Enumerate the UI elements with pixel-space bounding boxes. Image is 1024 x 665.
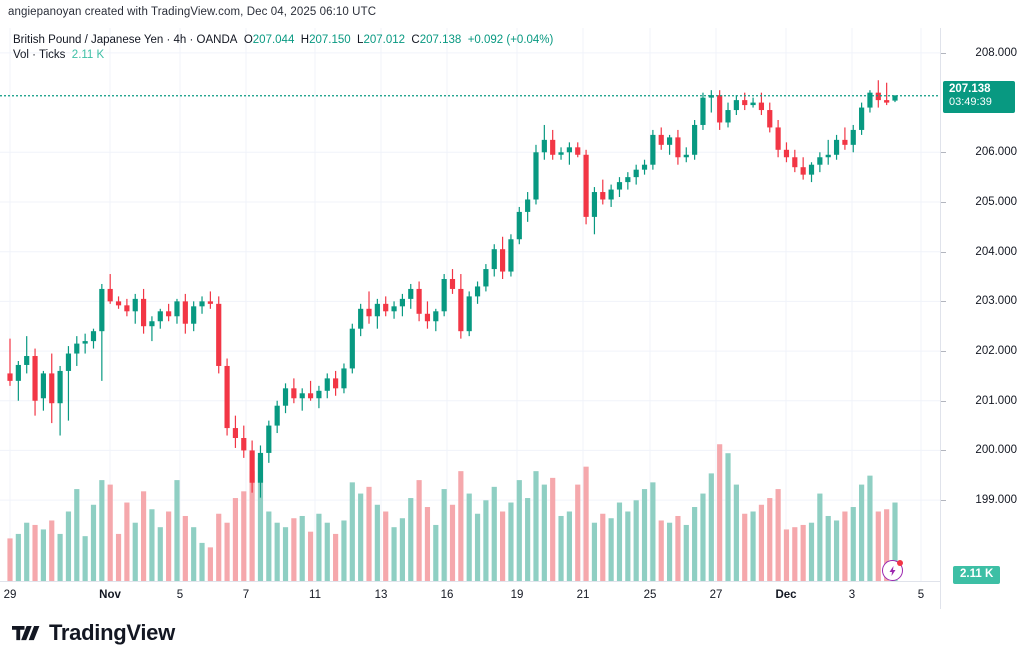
volume-value-badge[interactable]: 2.11 K: [953, 566, 1001, 584]
price-axis-tick-mark: [941, 500, 946, 502]
legend-volume-name[interactable]: Vol · Ticks: [13, 49, 66, 61]
legend-low-value: 207.012: [363, 34, 406, 46]
time-axis-tick-label: 16: [440, 589, 454, 601]
legend-close-value: 207.138: [419, 34, 462, 46]
price-axis-tick-label: 199.000: [975, 494, 1017, 507]
current-price-value: 207.138: [949, 82, 991, 95]
time-axis-tick-label: 27: [709, 589, 723, 601]
legend-interval[interactable]: 4h: [173, 34, 187, 46]
price-axis-tick-mark: [941, 52, 946, 54]
price-axis-tick-mark: [941, 201, 946, 203]
price-axis-tick-label: 206.000: [975, 146, 1017, 159]
legend-open-label: O: [243, 34, 253, 46]
legend-close-label: C: [411, 34, 420, 46]
legend-volume-value: 2.11 K: [71, 49, 105, 61]
legend-change-value: +0.092 (+0.04%): [467, 34, 554, 46]
time-axis-tick-label: 21: [576, 589, 590, 601]
legend-open-value: 207.044: [252, 34, 295, 46]
time-axis-tick-label: Nov: [99, 589, 121, 601]
price-axis-tick-mark: [941, 351, 946, 353]
price-axis-tick-mark: [941, 301, 946, 303]
attribution-text: angiepanoyan created with TradingView.co…: [8, 6, 377, 18]
price-axis-tick-mark: [941, 400, 946, 402]
legend-symbol-row: British Pound / Japanese Yen · 4h · OAND…: [13, 33, 553, 48]
price-axis-tick-label: 205.000: [975, 195, 1017, 208]
price-axis-tick-mark: [941, 251, 946, 253]
footer-brand: TradingView: [12, 620, 175, 646]
chart-legend: British Pound / Japanese Yen · 4h · OAND…: [13, 33, 553, 63]
time-axis-tick-label: Dec: [775, 589, 797, 601]
time-axis-tick-label: 3: [848, 589, 856, 601]
time-axis-tick-label: 25: [643, 589, 657, 601]
time-axis-tick-label: 19: [510, 589, 524, 601]
time-axis-tick-label: 11: [309, 589, 321, 601]
price-axis-tick-label: 208.000: [975, 46, 1017, 59]
chart-plot-area[interactable]: [0, 28, 940, 581]
time-axis-tick-label: 7: [242, 589, 250, 601]
time-axis-tick-label: 29: [3, 589, 17, 601]
legend-low-label: L: [357, 34, 364, 46]
time-axis-tick-label: 5: [917, 589, 925, 601]
price-axis[interactable]: 208.000 206.000 205.000 204.000 203.000 202.0…: [940, 28, 1024, 609]
price-axis-tick-label: 203.000: [975, 295, 1017, 308]
legend-high-label: H: [300, 34, 310, 46]
legend-exchange: OANDA: [196, 34, 238, 46]
time-axis-tick-label: 13: [374, 589, 388, 601]
price-axis-tick-mark: [941, 450, 946, 452]
lightning-bolt-icon[interactable]: [882, 560, 903, 581]
brand-name: TradingView: [49, 620, 175, 645]
legend-volume-row: Vol · Ticks 2.11 K: [13, 48, 553, 63]
notification-dot: [897, 560, 903, 566]
legend-high-value: 207.150: [309, 34, 351, 46]
time-axis[interactable]: 29 Nov 5 7 11 13 16 19 21 25 27 Dec 3 5: [0, 581, 940, 610]
time-axis-tick-label: 5: [176, 589, 184, 601]
bar-countdown: 03:49:39: [949, 96, 992, 109]
candlestick-series: [7, 80, 898, 498]
price-axis-tick-mark: [941, 152, 946, 154]
price-axis-tick-label: 202.000: [975, 345, 1017, 358]
price-axis-tick-label: 200.000: [975, 444, 1017, 457]
price-axis-tick-label: 201.000: [975, 394, 1017, 407]
volume-series: [7, 444, 898, 581]
tradingview-logo-icon: [12, 625, 40, 640]
lightning-bolt-glyph: [889, 565, 895, 576]
legend-symbol-name[interactable]: British Pound / Japanese Yen: [13, 34, 164, 46]
price-axis-tick-label: 204.000: [975, 245, 1017, 258]
legend-sep-2: ·: [186, 34, 197, 46]
legend-sep-1: ·: [163, 34, 174, 46]
current-price-badge[interactable]: 207.138 03:49:39: [943, 80, 1015, 113]
